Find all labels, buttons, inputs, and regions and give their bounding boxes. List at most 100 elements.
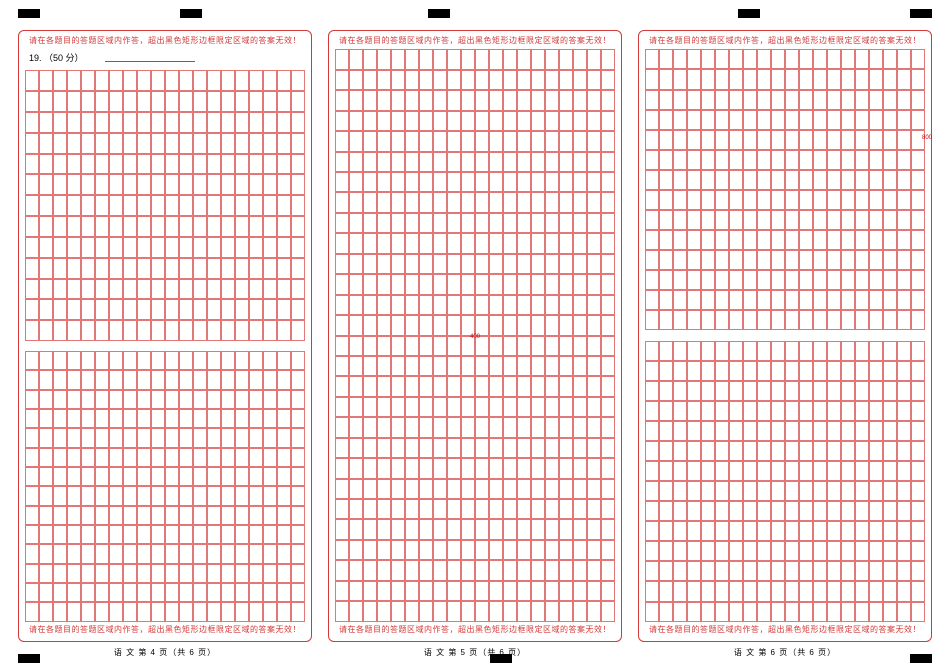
grid-cell[interactable] [799, 170, 813, 190]
grid-cell[interactable] [645, 210, 659, 230]
grid-cell[interactable] [559, 49, 573, 69]
grid-cell[interactable] [601, 70, 615, 90]
grid-cell[interactable] [517, 172, 531, 192]
grid-cell[interactable] [137, 195, 151, 216]
grid-cell[interactable] [489, 540, 503, 560]
grid-cell[interactable] [363, 560, 377, 580]
grid-cell[interactable] [687, 401, 701, 421]
grid-cell[interactable] [785, 270, 799, 290]
grid-cell[interactable] [687, 230, 701, 250]
grid-row[interactable] [645, 250, 925, 270]
grid-cell[interactable] [137, 525, 151, 544]
grid-cell[interactable] [771, 341, 785, 361]
grid-cell[interactable] [249, 91, 263, 112]
grid-cell[interactable] [25, 467, 39, 486]
grid-cell[interactable] [729, 461, 743, 481]
grid-row[interactable] [645, 270, 925, 290]
grid-cell[interactable] [813, 361, 827, 381]
grid-cell[interactable] [897, 250, 911, 270]
grid-cell[interactable] [911, 561, 925, 581]
grid-cell[interactable] [573, 315, 587, 335]
grid-cell[interactable] [291, 258, 305, 279]
grid-cell[interactable] [813, 49, 827, 69]
grid-cell[interactable] [475, 172, 489, 192]
grid-cell[interactable] [461, 519, 475, 539]
grid-cell[interactable] [363, 458, 377, 478]
grid-cell[interactable] [179, 91, 193, 112]
grid-cell[interactable] [545, 295, 559, 315]
grid-cell[interactable] [799, 461, 813, 481]
grid-cell[interactable] [363, 152, 377, 172]
grid-cell[interactable] [391, 560, 405, 580]
grid-cell[interactable] [179, 448, 193, 467]
grid-cell[interactable] [911, 581, 925, 601]
grid-cell[interactable] [235, 70, 249, 91]
grid-cell[interactable] [53, 91, 67, 112]
grid-cell[interactable] [475, 438, 489, 458]
grid-cell[interactable] [25, 195, 39, 216]
grid-cell[interactable] [827, 602, 841, 622]
grid-cell[interactable] [291, 154, 305, 175]
grid-cell[interactable] [771, 270, 785, 290]
grid-row[interactable] [645, 602, 925, 622]
grid-cell[interactable] [335, 213, 349, 233]
grid-cell[interactable] [235, 467, 249, 486]
grid-cell[interactable] [461, 315, 475, 335]
grid-cell[interactable] [419, 458, 433, 478]
grid-cell[interactable] [531, 336, 545, 356]
grid-cell[interactable] [221, 448, 235, 467]
grid-cell[interactable] [25, 174, 39, 195]
grid-cell[interactable] [221, 351, 235, 370]
grid-cell[interactable] [799, 310, 813, 330]
grid-cell[interactable] [503, 131, 517, 151]
grid-cell[interactable] [489, 376, 503, 396]
grid-row[interactable] [335, 417, 615, 437]
grid-cell[interactable] [729, 290, 743, 310]
grid-cell[interactable] [715, 230, 729, 250]
grid-cell[interactable] [193, 448, 207, 467]
grid-cell[interactable] [39, 390, 53, 409]
grid-cell[interactable] [559, 233, 573, 253]
grid-cell[interactable] [827, 69, 841, 89]
grid-cell[interactable] [645, 49, 659, 69]
grid-cell[interactable] [743, 361, 757, 381]
grid-block-bottom[interactable] [25, 351, 305, 622]
grid-cell[interactable] [757, 602, 771, 622]
grid-cell[interactable] [897, 441, 911, 461]
grid-cell[interactable] [771, 310, 785, 330]
grid-cell[interactable] [601, 499, 615, 519]
grid-cell[interactable] [601, 295, 615, 315]
grid-cell[interactable] [911, 49, 925, 69]
grid-cell[interactable] [503, 479, 517, 499]
grid-cell[interactable] [363, 274, 377, 294]
grid-cell[interactable] [207, 525, 221, 544]
grid-cell[interactable] [67, 112, 81, 133]
grid-cell[interactable] [249, 486, 263, 505]
grid-cell[interactable] [405, 70, 419, 90]
grid-cell[interactable] [405, 213, 419, 233]
grid-cell[interactable] [109, 370, 123, 389]
grid-cell[interactable] [897, 190, 911, 210]
grid-cell[interactable] [67, 351, 81, 370]
grid-row[interactable] [25, 486, 305, 505]
grid-cell[interactable] [447, 315, 461, 335]
grid-cell[interactable] [827, 501, 841, 521]
grid-row[interactable] [25, 390, 305, 409]
grid-cell[interactable] [419, 581, 433, 601]
grid-cell[interactable] [869, 90, 883, 110]
grid-cell[interactable] [601, 417, 615, 437]
grid-cell[interactable] [673, 461, 687, 481]
grid-cell[interactable] [349, 152, 363, 172]
grid-cell[interactable] [151, 279, 165, 300]
grid-cell[interactable] [461, 458, 475, 478]
grid-cell[interactable] [587, 90, 601, 110]
grid-cell[interactable] [461, 540, 475, 560]
grid-cell[interactable] [489, 111, 503, 131]
grid-cell[interactable] [151, 91, 165, 112]
grid-cell[interactable] [461, 213, 475, 233]
grid-cell[interactable] [531, 356, 545, 376]
grid-cell[interactable] [461, 274, 475, 294]
grid-cell[interactable] [165, 112, 179, 133]
grid-cell[interactable] [193, 467, 207, 486]
grid-cell[interactable] [559, 458, 573, 478]
